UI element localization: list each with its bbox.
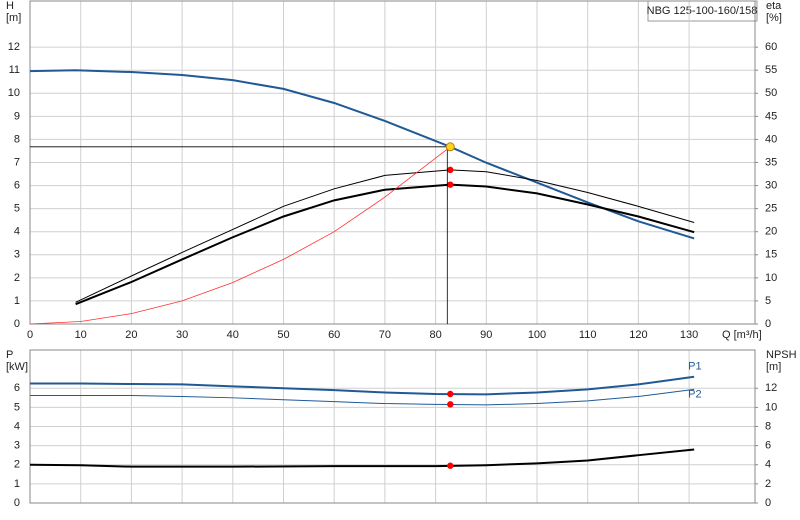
y-tick-label: 2 (14, 272, 20, 284)
y2-axis-label: [m] (766, 361, 781, 373)
operating-point (445, 142, 455, 152)
curve (29, 146, 451, 325)
plot-frame (29, 0, 756, 325)
y2-tick-label: 12 (765, 382, 777, 394)
y-axis-label: [m] (6, 12, 21, 24)
y2-tick-label: 8 (765, 420, 771, 432)
x-tick-label: 60 (328, 329, 340, 341)
x-tick-label: 120 (629, 329, 647, 341)
y-tick-label: 0 (14, 497, 20, 509)
operating-point (447, 166, 454, 174)
curve (30, 375, 695, 396)
x-tick-label: 0 (27, 329, 33, 341)
x-tick-label: 70 (379, 329, 391, 341)
operating-point (447, 401, 454, 408)
y2-axis-label: eta (766, 0, 782, 12)
operating-point (447, 462, 454, 469)
curve (30, 388, 695, 406)
x-tick-label: 110 (579, 329, 597, 341)
y-tick-label: 6 (14, 382, 20, 394)
y-tick-label: 3 (14, 440, 20, 452)
plot-frame (29, 349, 756, 504)
y-tick-label: 4 (14, 420, 20, 432)
x-tick-label: 40 (227, 329, 239, 341)
y-tick-label: 3 (14, 249, 20, 261)
operating-point (447, 390, 454, 398)
y2-tick-label: 40 (765, 133, 777, 145)
y2-tick-label: 5 (765, 295, 771, 307)
x-tick-label: 80 (429, 329, 441, 341)
y2-tick-label: 20 (765, 226, 777, 238)
y2-tick-label: 60 (765, 41, 777, 53)
y2-axis-label: NPSH (766, 349, 797, 361)
y2-tick-label: 30 (765, 179, 777, 191)
chart-title: NBG 125-100-160/158 (647, 5, 758, 17)
series-label: P1 (688, 361, 701, 373)
y2-tick-label: 0 (765, 318, 771, 330)
y-tick-label: 9 (14, 110, 20, 122)
series-label: P2 (688, 388, 701, 400)
x-tick-label: 90 (480, 329, 492, 341)
y2-tick-label: 10 (765, 272, 777, 284)
y-tick-label: 11 (9, 64, 20, 76)
y2-tick-label: 15 (765, 249, 777, 261)
y-tick-label: 0 (14, 318, 20, 330)
operating-point (447, 181, 454, 188)
y-tick-label: 1 (14, 478, 20, 490)
y2-tick-label: 2 (765, 478, 771, 490)
y-tick-label: 2 (14, 459, 20, 471)
y2-tick-label: 55 (765, 64, 777, 76)
y2-axis-label: [%] (766, 12, 782, 24)
y2-tick-label: 4 (765, 459, 771, 471)
x-tick-label: 10 (75, 329, 87, 341)
y-tick-label: 5 (14, 203, 20, 215)
x-tick-label: 130 (680, 329, 698, 341)
y-tick-label: 7 (14, 156, 20, 168)
y-tick-label: 5 (14, 401, 20, 413)
x-tick-label: 20 (125, 329, 137, 341)
x-tick-label: 100 (528, 329, 546, 341)
y-tick-label: 12 (8, 41, 20, 53)
y-tick-label: 8 (14, 133, 20, 145)
y2-tick-label: 35 (765, 156, 777, 168)
x-tick-label: 30 (176, 329, 188, 341)
x-axis-label: Q [m³/h] (722, 329, 762, 341)
y2-tick-label: 0 (765, 497, 771, 509)
y2-tick-label: 50 (765, 87, 777, 99)
y-tick-label: 4 (14, 226, 20, 238)
y-axis-label: P (6, 349, 13, 361)
y-axis-label: H (6, 0, 14, 12)
y-tick-label: 10 (8, 87, 20, 99)
y-tick-label: 1 (14, 295, 20, 307)
y2-tick-label: 25 (765, 203, 777, 215)
curve (75, 183, 695, 306)
curve (29, 69, 695, 240)
y2-tick-label: 10 (765, 401, 777, 413)
curve (29, 448, 695, 468)
y2-tick-label: 6 (765, 440, 771, 452)
y-axis-label: [kW] (6, 361, 28, 373)
y2-tick-label: 45 (765, 110, 777, 122)
curve (75, 169, 695, 303)
x-tick-label: 50 (277, 329, 289, 341)
y-tick-label: 6 (14, 179, 20, 191)
